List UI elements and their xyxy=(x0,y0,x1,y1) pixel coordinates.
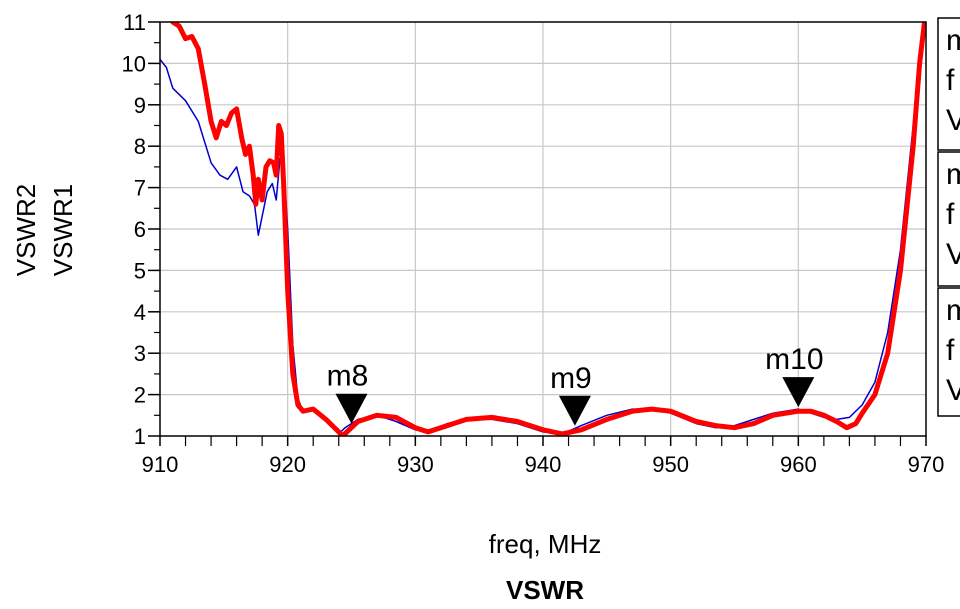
y-tick-label: 5 xyxy=(134,258,146,283)
y-tick-label: 4 xyxy=(134,300,146,325)
minor-ticks xyxy=(148,21,927,446)
x-tick-label: 970 xyxy=(908,452,945,477)
y-tick-label: 2 xyxy=(134,383,146,408)
marker-box-line: V xyxy=(946,374,960,407)
plot-frame xyxy=(159,21,927,437)
grid-lines xyxy=(160,22,926,436)
chart-title: VSWR xyxy=(506,575,584,605)
y-tick-label: 10 xyxy=(122,51,146,76)
y-tick-label: 1 xyxy=(134,424,146,449)
marker-box-line: f xyxy=(946,198,955,231)
marker-m8-label: m8 xyxy=(327,360,369,393)
x-tick-labels: 910 920 930 940 950 960 970 xyxy=(142,452,945,477)
marker-m9-label: m9 xyxy=(550,362,592,395)
marker-box-line: f xyxy=(946,334,955,367)
x-tick-label: 910 xyxy=(142,452,179,477)
y-tick-label: 8 xyxy=(134,134,146,159)
series-label-vswr2: VSWR2 xyxy=(11,184,41,276)
y-tick-label: 3 xyxy=(134,341,146,366)
x-tick-label: 960 xyxy=(780,452,817,477)
marker-box-2 xyxy=(937,151,960,287)
marker-m8-triangle xyxy=(335,393,368,424)
marker-box-line: m xyxy=(946,294,960,327)
y-tick-label: 11 xyxy=(123,10,146,35)
x-tick-label: 920 xyxy=(269,452,306,477)
marker-box-1 xyxy=(937,17,960,151)
x-tick-label: 950 xyxy=(652,452,689,477)
marker-box-line: f xyxy=(946,64,955,97)
series-line-vswr1 xyxy=(170,22,926,436)
marker-box-3 xyxy=(937,287,960,417)
marker-m10-label: m10 xyxy=(765,343,823,376)
marker-m9-triangle xyxy=(558,395,591,426)
marker-m10-triangle xyxy=(782,377,815,408)
marker-box-line: m xyxy=(946,158,960,191)
y-tick-label: 6 xyxy=(134,217,146,242)
marker-layer: m8 m9 m10 xyxy=(327,343,824,426)
x-tick-label: 930 xyxy=(397,452,434,477)
y-tick-label: 9 xyxy=(134,93,146,118)
x-axis-label: freq, MHz xyxy=(489,529,602,559)
x-tick-label: 940 xyxy=(525,452,562,477)
series-label-vswr1: VSWR1 xyxy=(48,184,78,276)
series-layer xyxy=(160,22,926,436)
marker-box-line: V xyxy=(946,238,960,271)
marker-box-line: V xyxy=(946,104,960,137)
marker-box-line: m xyxy=(946,24,960,57)
y-tick-label: 7 xyxy=(134,176,146,201)
y-tick-labels: 1 2 3 4 5 6 7 8 9 10 11 xyxy=(122,10,146,449)
